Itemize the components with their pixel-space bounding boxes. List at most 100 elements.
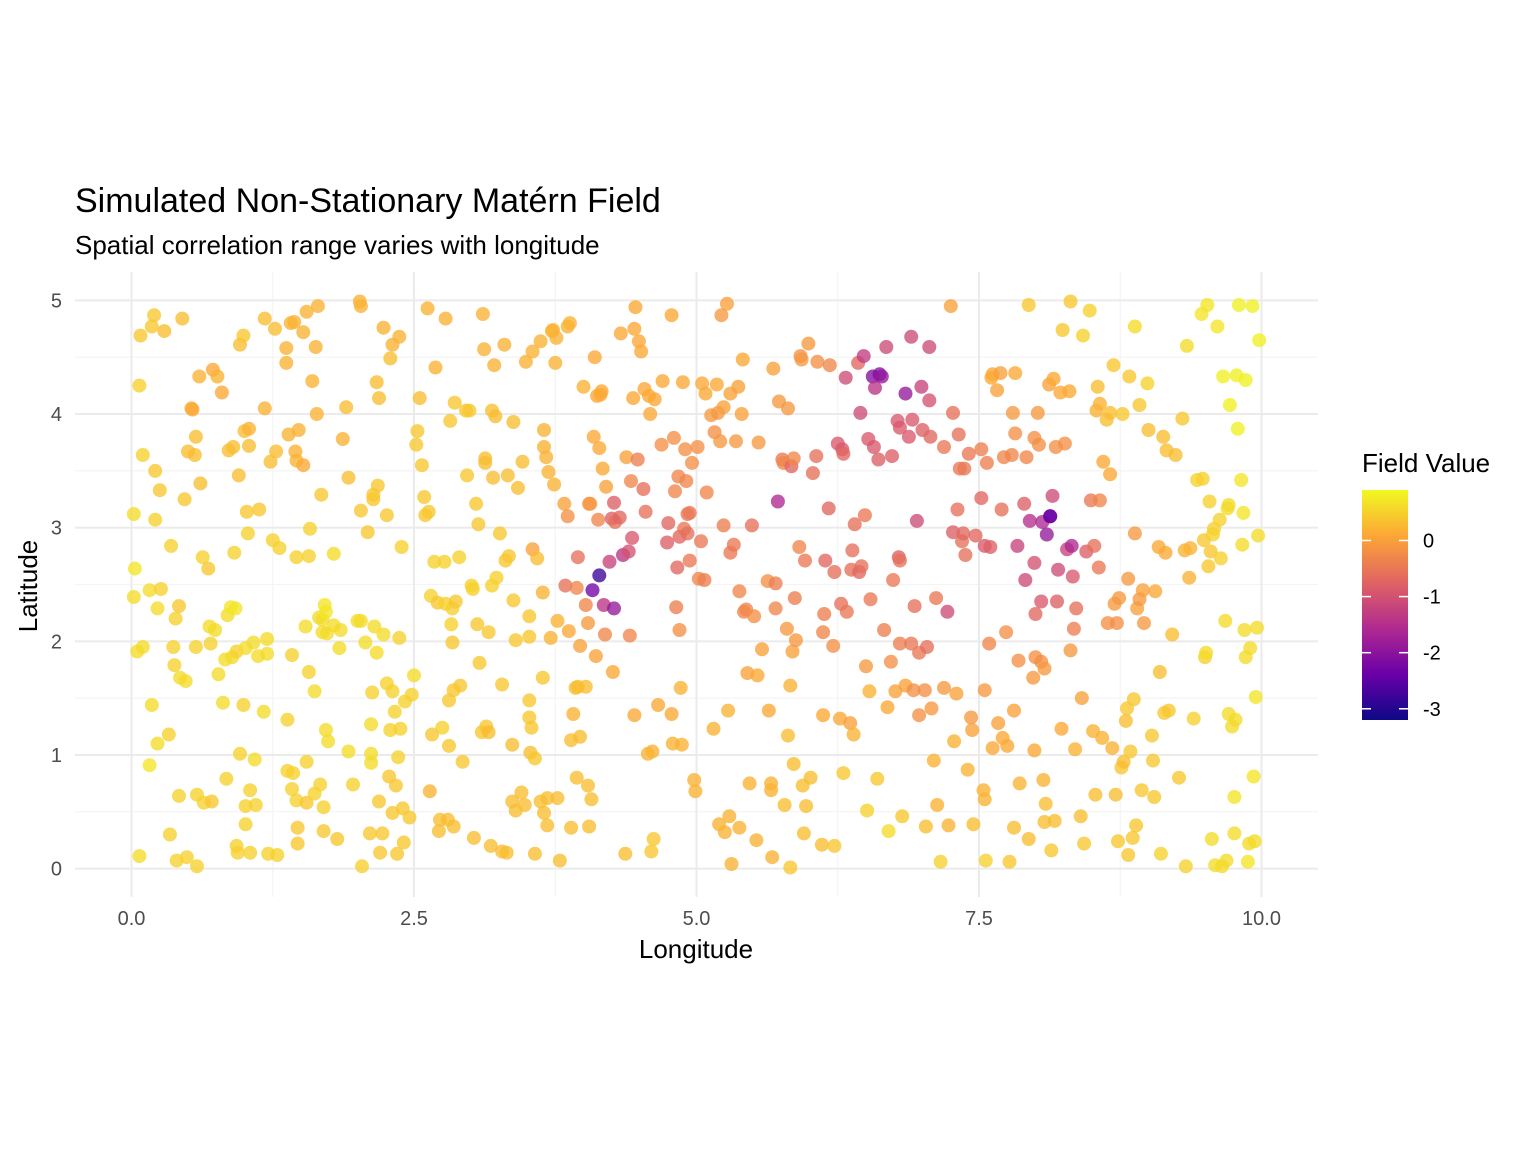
- data-point: [863, 592, 878, 607]
- data-point: [1175, 411, 1190, 426]
- color-legend: Field Value 0 -1 -2 -3: [1362, 448, 1490, 721]
- data-point: [993, 366, 1008, 381]
- data-point: [1238, 373, 1253, 387]
- data-point: [540, 818, 555, 833]
- data-point: [879, 340, 894, 354]
- data-point: [941, 818, 956, 833]
- data-point: [678, 442, 693, 457]
- data-point: [892, 636, 907, 651]
- x-tick-label: 5.0: [683, 908, 711, 930]
- data-point: [162, 827, 177, 842]
- data-point: [965, 723, 980, 737]
- data-point: [285, 782, 299, 796]
- data-point: [1074, 691, 1089, 706]
- data-point: [333, 623, 348, 637]
- data-point: [877, 623, 892, 637]
- data-point: [126, 507, 141, 521]
- data-point: [1216, 369, 1231, 384]
- data-point: [1202, 494, 1217, 509]
- data-point: [1092, 396, 1107, 411]
- data-point: [885, 449, 899, 464]
- data-point: [373, 845, 388, 860]
- data-point: [549, 330, 564, 345]
- data-point: [699, 485, 714, 500]
- data-point: [698, 386, 713, 401]
- data-point: [135, 640, 150, 654]
- data-point: [578, 598, 593, 612]
- data-point: [1243, 641, 1258, 656]
- data-point: [537, 805, 551, 820]
- data-point: [240, 526, 255, 541]
- data-point: [1004, 448, 1019, 462]
- data-point: [318, 723, 333, 737]
- data-point: [412, 391, 427, 406]
- data-point: [533, 334, 548, 349]
- data-point: [958, 548, 973, 562]
- data-point: [172, 788, 186, 803]
- data-point: [435, 720, 450, 735]
- data-point: [720, 296, 734, 311]
- data-point: [947, 734, 962, 749]
- data-point: [977, 683, 992, 698]
- data-point: [1019, 450, 1034, 465]
- data-point: [455, 754, 470, 769]
- data-point: [1073, 809, 1088, 824]
- data-point: [353, 299, 368, 314]
- data-point: [372, 391, 386, 406]
- data-point: [643, 407, 658, 421]
- data-point: [898, 386, 913, 401]
- data-point: [627, 321, 642, 336]
- data-point: [612, 510, 627, 525]
- data-point: [193, 476, 208, 491]
- data-point: [316, 824, 331, 839]
- y-axis-title: Latitude: [13, 540, 43, 633]
- data-point: [470, 617, 485, 632]
- data-point: [1156, 429, 1171, 444]
- data-point: [1103, 405, 1118, 420]
- data-point: [950, 502, 965, 517]
- data-point: [1118, 713, 1133, 728]
- data-point: [219, 771, 234, 786]
- data-point: [1153, 846, 1168, 861]
- data-point: [1092, 493, 1107, 508]
- data-point: [859, 659, 873, 674]
- data-point: [871, 452, 886, 467]
- data-point: [272, 541, 287, 556]
- data-point: [768, 576, 783, 591]
- data-point: [421, 504, 436, 519]
- data-point: [135, 448, 150, 462]
- data-point: [420, 301, 435, 316]
- data-point: [257, 401, 272, 416]
- data-point: [679, 474, 694, 489]
- data-point: [442, 738, 456, 753]
- data-point: [540, 791, 555, 806]
- data-point: [994, 502, 1009, 517]
- data-point: [527, 751, 542, 766]
- data-point: [803, 770, 818, 785]
- data-point: [792, 540, 807, 554]
- data-point: [1091, 560, 1106, 575]
- data-point: [289, 550, 304, 565]
- data-point: [303, 521, 317, 536]
- data-point: [598, 627, 612, 642]
- data-point: [142, 758, 157, 773]
- data-point: [335, 432, 350, 446]
- data-point: [979, 455, 994, 470]
- chart-title: Simulated Non-Stationary Matérn Field: [75, 182, 661, 220]
- data-point: [539, 450, 554, 465]
- data-point: [1140, 376, 1155, 391]
- data-point: [471, 517, 486, 532]
- data-point: [214, 385, 229, 400]
- data-point: [127, 561, 142, 576]
- data-point: [321, 734, 336, 749]
- data-point: [1057, 436, 1072, 451]
- data-point: [1051, 562, 1066, 577]
- data-point: [675, 375, 690, 390]
- data-point: [1096, 454, 1111, 469]
- data-point: [1186, 711, 1201, 726]
- data-point: [655, 374, 670, 389]
- data-point: [781, 401, 795, 416]
- data-point: [339, 400, 354, 415]
- data-point: [1172, 770, 1186, 785]
- data-point: [299, 304, 314, 319]
